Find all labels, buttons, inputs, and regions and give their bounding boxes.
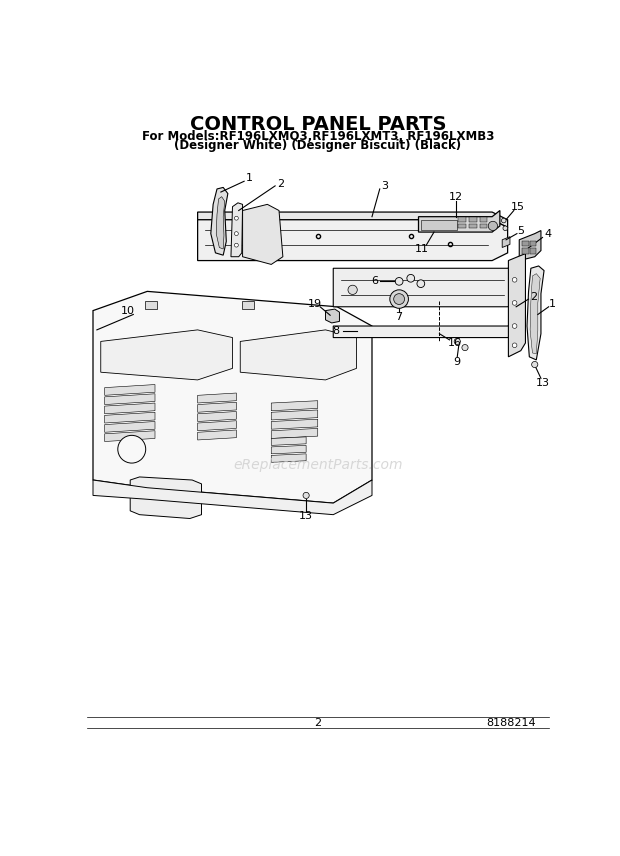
Polygon shape <box>198 430 236 440</box>
Bar <box>458 217 466 222</box>
Text: 13: 13 <box>536 378 549 388</box>
Text: 3: 3 <box>382 181 389 191</box>
Circle shape <box>417 280 425 288</box>
Circle shape <box>118 436 146 463</box>
Polygon shape <box>130 477 202 519</box>
Circle shape <box>303 492 309 498</box>
Circle shape <box>512 277 517 282</box>
Polygon shape <box>198 220 508 260</box>
Bar <box>469 217 477 222</box>
Circle shape <box>462 344 468 351</box>
Polygon shape <box>105 413 155 423</box>
Text: 6: 6 <box>371 276 378 287</box>
Polygon shape <box>198 421 236 431</box>
Polygon shape <box>520 230 541 260</box>
Circle shape <box>234 217 238 220</box>
Text: 4: 4 <box>544 229 551 240</box>
Circle shape <box>234 243 238 247</box>
Circle shape <box>503 226 508 230</box>
Polygon shape <box>334 260 523 306</box>
Text: 2: 2 <box>529 292 537 302</box>
Circle shape <box>512 300 517 306</box>
Circle shape <box>512 324 517 329</box>
Polygon shape <box>272 429 317 438</box>
Text: 5: 5 <box>517 226 525 236</box>
Bar <box>522 241 529 246</box>
Text: 12: 12 <box>449 192 463 202</box>
Bar <box>480 217 487 222</box>
Polygon shape <box>530 274 540 354</box>
Polygon shape <box>242 301 254 309</box>
Bar <box>469 223 477 229</box>
Text: 9: 9 <box>454 357 461 367</box>
Text: For Models:RF196LXMQ3,RF196LXMT3, RF196LXMB3: For Models:RF196LXMQ3,RF196LXMT3, RF196L… <box>141 130 494 143</box>
Text: 1: 1 <box>549 300 556 310</box>
Text: 7: 7 <box>396 312 402 322</box>
Polygon shape <box>198 393 236 403</box>
Polygon shape <box>198 402 236 413</box>
Circle shape <box>489 222 497 230</box>
Polygon shape <box>272 410 317 420</box>
Polygon shape <box>527 266 544 360</box>
Circle shape <box>531 361 538 367</box>
Polygon shape <box>145 301 157 309</box>
Polygon shape <box>93 480 372 514</box>
Bar <box>480 223 487 229</box>
Polygon shape <box>105 403 155 413</box>
Text: eReplacementParts.com: eReplacementParts.com <box>233 458 402 472</box>
Polygon shape <box>211 187 228 255</box>
Polygon shape <box>272 419 317 429</box>
Bar <box>530 241 536 246</box>
Circle shape <box>502 218 506 223</box>
Circle shape <box>454 338 460 344</box>
Polygon shape <box>105 431 155 442</box>
Polygon shape <box>418 211 500 232</box>
Text: 2: 2 <box>314 718 321 728</box>
Circle shape <box>512 343 517 348</box>
Polygon shape <box>241 330 356 380</box>
Polygon shape <box>272 445 306 454</box>
Text: 19: 19 <box>308 300 322 310</box>
Text: 11: 11 <box>415 244 428 254</box>
Text: 8188214: 8188214 <box>487 718 536 728</box>
Polygon shape <box>326 309 340 323</box>
Polygon shape <box>105 421 155 432</box>
Text: 15: 15 <box>511 202 525 212</box>
Polygon shape <box>93 291 372 503</box>
Polygon shape <box>231 203 242 257</box>
Circle shape <box>394 294 404 305</box>
Polygon shape <box>421 220 458 229</box>
Bar <box>530 248 536 253</box>
Polygon shape <box>334 318 523 337</box>
Circle shape <box>348 285 357 294</box>
Circle shape <box>234 232 238 235</box>
Polygon shape <box>502 237 510 247</box>
Text: 13: 13 <box>299 511 313 521</box>
Polygon shape <box>272 401 317 411</box>
Polygon shape <box>105 384 155 395</box>
Polygon shape <box>198 412 236 421</box>
Polygon shape <box>242 205 283 265</box>
Polygon shape <box>272 437 306 445</box>
Text: CONTROL PANEL PARTS: CONTROL PANEL PARTS <box>190 115 446 134</box>
Bar <box>458 223 466 229</box>
Bar <box>522 248 529 253</box>
Circle shape <box>390 290 409 308</box>
Polygon shape <box>272 454 306 462</box>
Text: 10: 10 <box>121 306 135 317</box>
Circle shape <box>407 275 415 282</box>
Text: 8: 8 <box>332 326 339 336</box>
Text: 16: 16 <box>448 338 462 348</box>
Polygon shape <box>216 197 224 249</box>
Polygon shape <box>105 394 155 405</box>
Text: 1: 1 <box>246 173 253 183</box>
Text: 2: 2 <box>277 179 284 188</box>
Polygon shape <box>508 253 526 357</box>
Circle shape <box>396 277 403 285</box>
Polygon shape <box>100 330 232 380</box>
Polygon shape <box>198 212 508 228</box>
Text: (Designer White) (Designer Biscuit) (Black): (Designer White) (Designer Biscuit) (Bla… <box>174 140 461 152</box>
